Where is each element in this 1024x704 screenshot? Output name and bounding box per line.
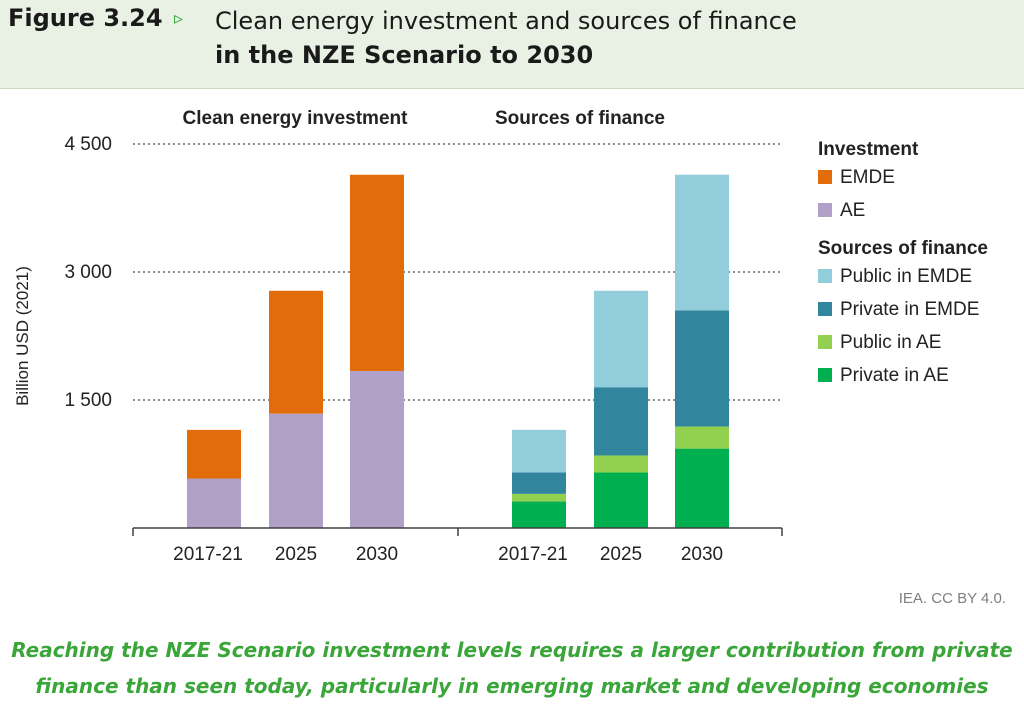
y-tick-label: 3 000 [64, 262, 112, 283]
x-tick-label: 2030 [681, 544, 723, 565]
bar-segment [187, 429, 241, 479]
bar-segment [675, 174, 729, 311]
caption-line2: finance than seen today, particularly in… [35, 674, 989, 698]
figure-title: Clean energy investment and sources of f… [215, 4, 935, 72]
figure-arrow-icon: ▹ [174, 8, 184, 29]
bar-segment [594, 455, 648, 473]
x-tick-label: 2030 [356, 544, 398, 565]
legend-item-label: Private in AE [840, 365, 949, 386]
bar-segment [512, 501, 566, 528]
figure-header: Figure 3.24 ▹ Clean energy investment an… [0, 0, 1024, 89]
figure-title-line1: Clean energy investment and sources of f… [215, 7, 797, 35]
bar-segment [187, 478, 241, 528]
bar-segment [675, 448, 729, 528]
caption-line1: Reaching the NZE Scenario investment lev… [11, 638, 1013, 662]
legend-swatch [818, 170, 832, 184]
legend-item-label: Public in EMDE [840, 266, 972, 287]
legend-swatch [818, 203, 832, 217]
legend-item-label: EMDE [840, 167, 895, 188]
panel-title: Sources of finance [495, 108, 665, 129]
figure-caption: Reaching the NZE Scenario investment lev… [0, 632, 1024, 704]
legend-swatch [818, 302, 832, 316]
y-axis-label: Billion USD (2021) [13, 266, 32, 406]
bar-segment [512, 429, 566, 473]
bar-segment [512, 493, 566, 502]
stacked-bar-chart: Billion USD (2021) 1 500 3 000 4 500 Clean e… [13, 108, 988, 565]
legend-item-label: AE [840, 200, 865, 221]
legend-swatch [818, 335, 832, 349]
bar-segment [675, 426, 729, 449]
legend-item-label: Public in AE [840, 332, 941, 353]
bar-segment [594, 387, 648, 456]
legend-group-title: Sources of finance [818, 238, 988, 259]
bar-segment [269, 413, 323, 528]
legend-group-title: Investment [818, 139, 919, 160]
panel-title: Clean energy investment [183, 108, 409, 129]
legend-swatch [818, 269, 832, 283]
bar-segment [350, 174, 404, 371]
bar-segment [512, 472, 566, 494]
bar-segment [675, 310, 729, 427]
legend-swatch [818, 368, 832, 382]
x-tick-label: 2025 [600, 544, 642, 565]
bar-segment [269, 290, 323, 414]
credit-text: IEA. CC BY 4.0. [898, 590, 1006, 607]
y-tick-label: 4 500 [64, 134, 112, 155]
bar-segment [594, 290, 648, 388]
x-tick-label: 2017-21 [173, 544, 243, 565]
bar-segment [594, 472, 648, 528]
x-tick-label: 2025 [275, 544, 317, 565]
figure-label: Figure 3.24 [8, 4, 163, 32]
bar-segment [350, 370, 404, 528]
x-tick-label: 2017-21 [498, 544, 568, 565]
figure-title-line2: in the NZE Scenario to 2030 [215, 41, 594, 69]
y-tick-label: 1 500 [64, 390, 112, 411]
legend-item-label: Private in EMDE [840, 299, 979, 320]
